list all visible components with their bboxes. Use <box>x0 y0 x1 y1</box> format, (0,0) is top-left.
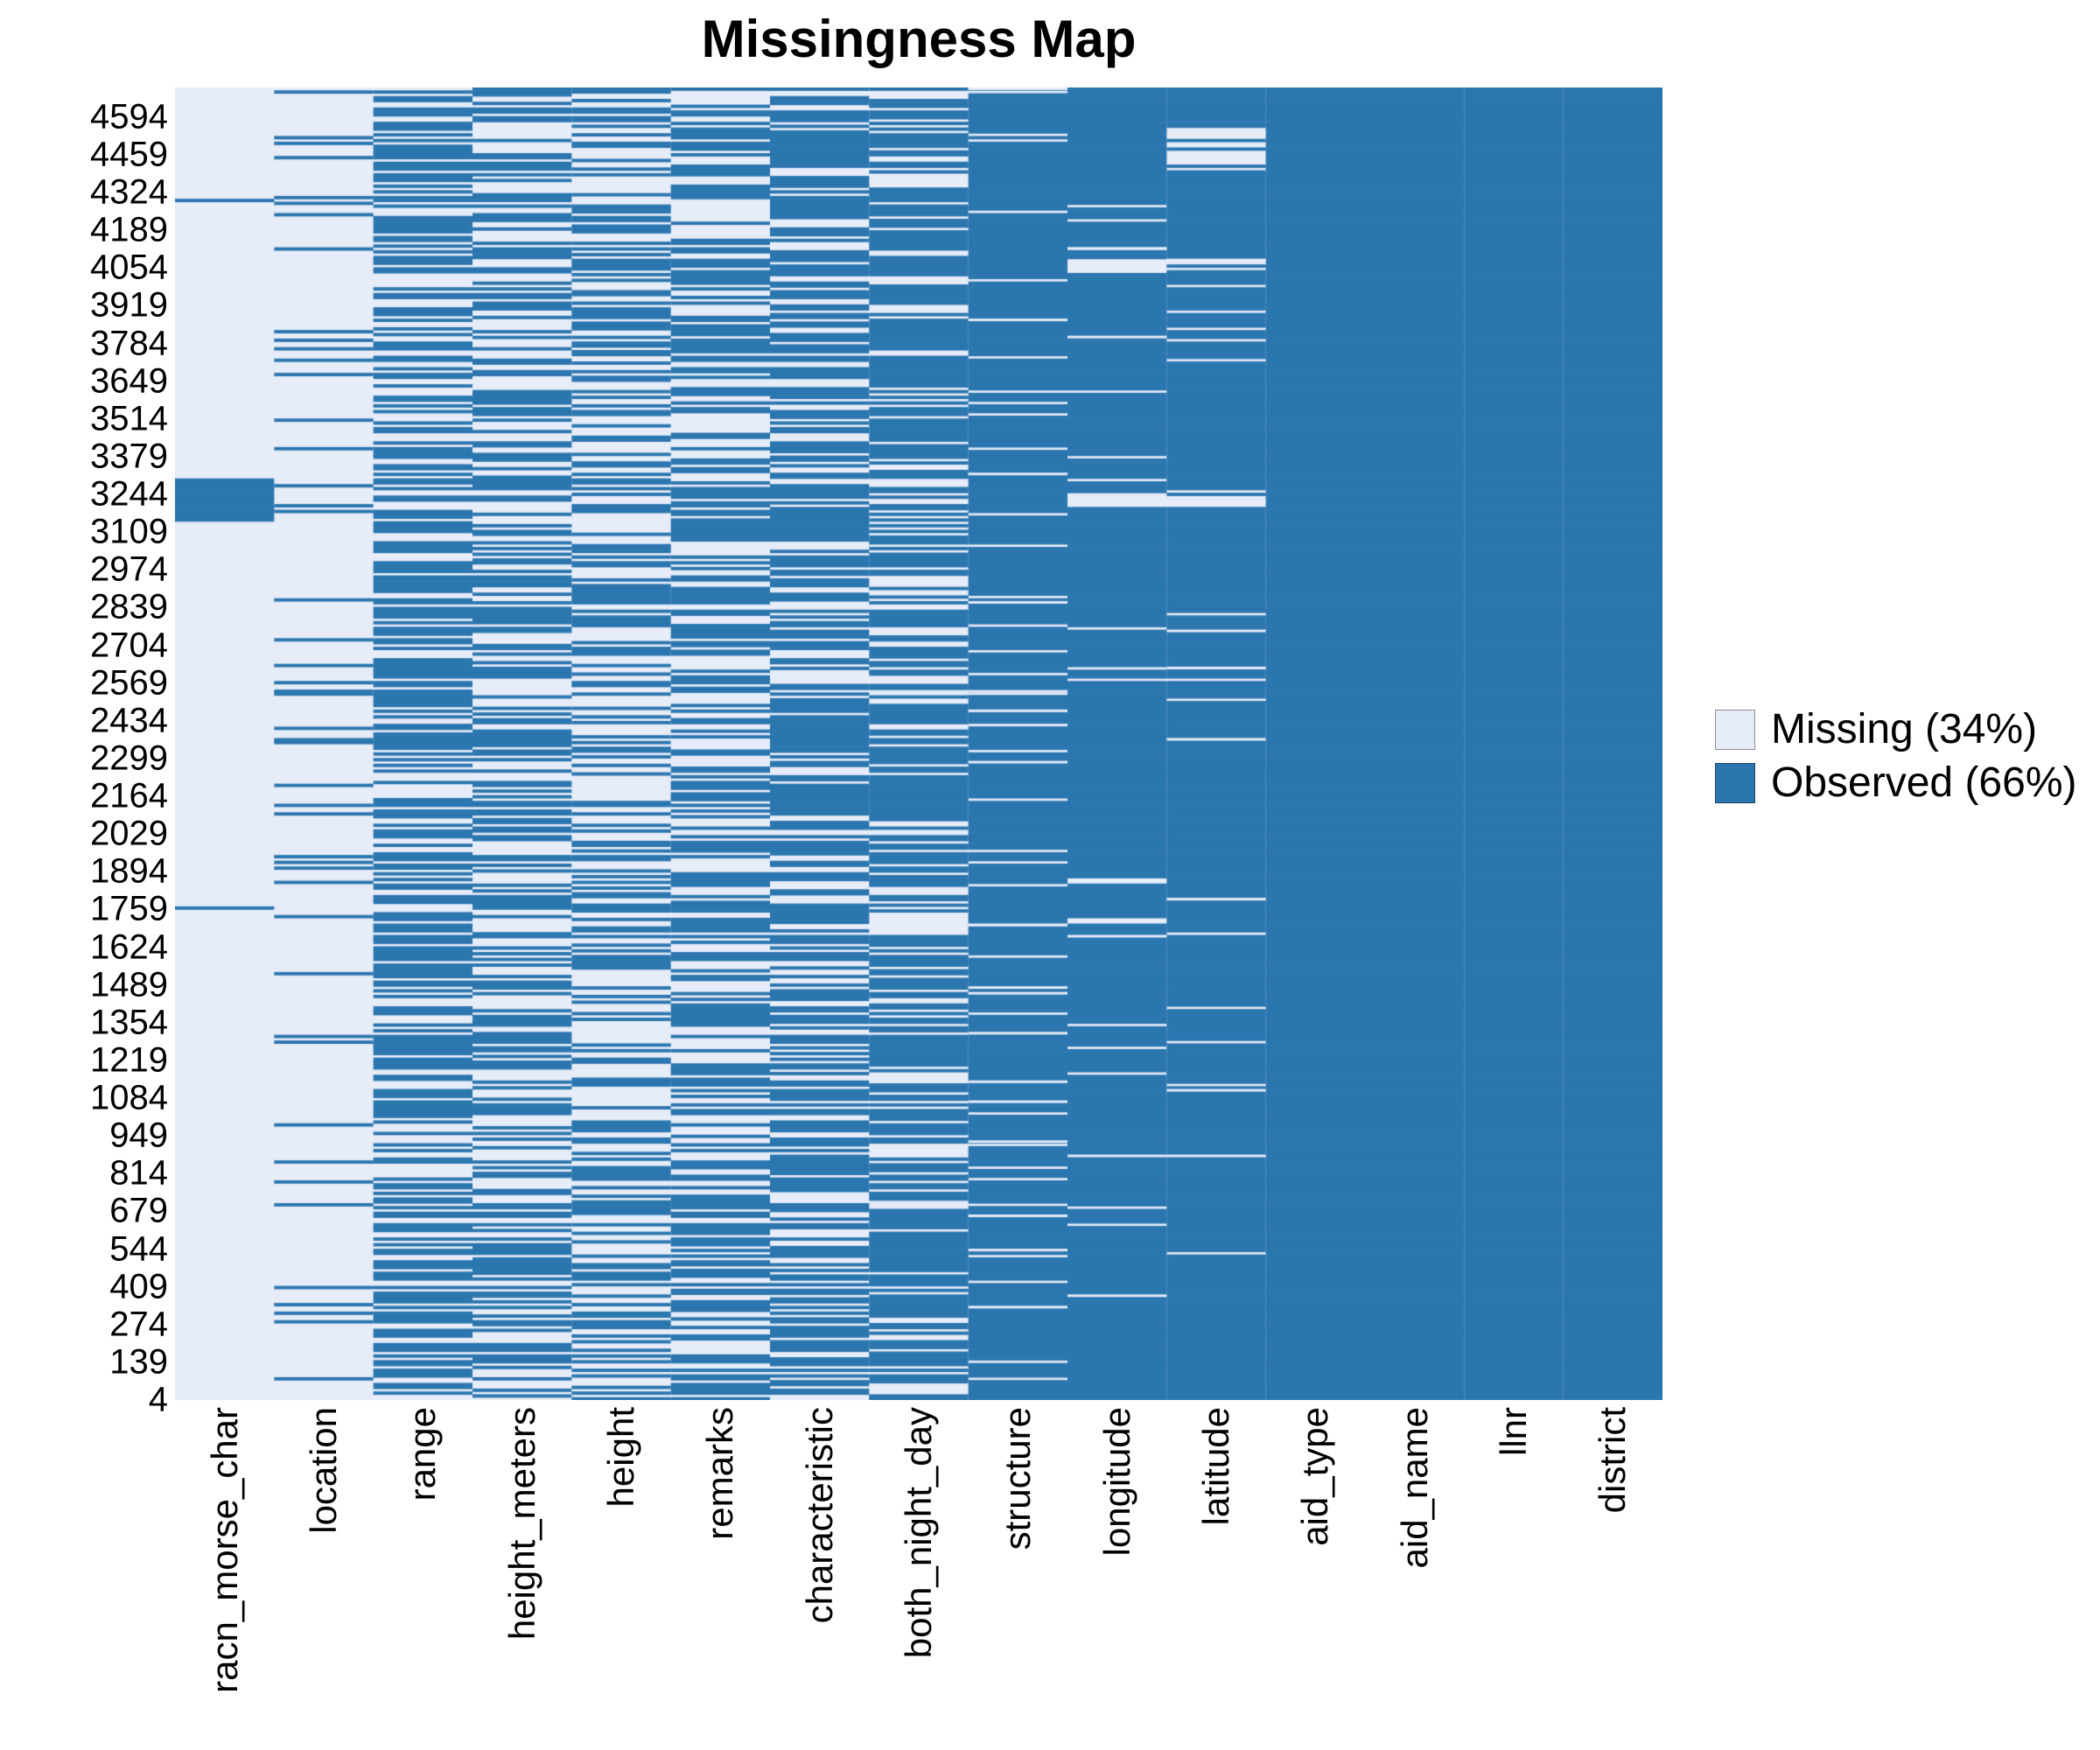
x-tick-label: range <box>402 1407 444 1501</box>
y-tick-label: 949 <box>109 1116 168 1156</box>
y-tick-label: 1084 <box>90 1079 168 1118</box>
x-tick-label: remarks <box>699 1407 741 1540</box>
y-tick-label: 3649 <box>90 361 168 401</box>
y-tick-label: 4 <box>149 1381 168 1420</box>
x-axis: racn_morse_char location range height_meter… <box>175 1400 1662 1732</box>
y-tick-label: 139 <box>109 1342 168 1382</box>
y-tick-label: 4054 <box>90 248 168 288</box>
heatmap-canvas <box>175 88 1662 1400</box>
y-tick-label: 1219 <box>90 1040 168 1080</box>
y-tick-label: 3109 <box>90 513 168 552</box>
y-tick-label: 544 <box>109 1229 168 1269</box>
y-tick-label: 3784 <box>90 324 168 363</box>
x-tick-label: racn_morse_char <box>204 1407 246 1693</box>
x-tick-label: both_night_day <box>898 1407 940 1658</box>
x-tick-label: height <box>600 1407 642 1507</box>
y-tick-label: 2164 <box>90 777 168 816</box>
y-tick-label: 3919 <box>90 286 168 326</box>
y-tick-label: 4189 <box>90 211 168 250</box>
y-tick-label: 409 <box>109 1267 168 1306</box>
legend-swatch <box>1715 710 1755 750</box>
x-tick-label: characteristic <box>799 1407 841 1623</box>
y-tick-label: 1759 <box>90 890 168 929</box>
x-tick-label: district <box>1592 1407 1634 1513</box>
legend-label: Observed (66%) <box>1771 759 2076 807</box>
y-tick-label: 4324 <box>90 173 168 213</box>
y-tick-label: 2569 <box>90 663 168 703</box>
y-tick-label: 1624 <box>90 928 168 967</box>
legend-label: Missing (34%) <box>1771 705 2037 753</box>
y-tick-label: 3514 <box>90 399 168 438</box>
legend-item: Observed (66%) <box>1715 759 2082 807</box>
y-tick-label: 1894 <box>90 852 168 892</box>
y-tick-label: 1489 <box>90 965 168 1004</box>
y-tick-label: 814 <box>109 1154 168 1194</box>
x-tick-label: location <box>303 1407 345 1534</box>
y-tick-label: 679 <box>109 1192 168 1231</box>
x-tick-label: aid_type <box>1294 1407 1336 1546</box>
y-tick-label: 4594 <box>90 97 168 136</box>
y-tick-label: 4459 <box>90 135 168 174</box>
y-tick-label: 3244 <box>90 475 168 514</box>
chart-title: Missingness Map <box>175 9 1662 69</box>
x-tick-label: llnr <box>1493 1407 1535 1456</box>
x-tick-label: height_meters <box>501 1407 543 1640</box>
y-tick-label: 2839 <box>90 588 168 627</box>
y-tick-label: 2299 <box>90 738 168 778</box>
y-tick-label: 2704 <box>90 626 168 665</box>
x-tick-label: latitude <box>1195 1407 1237 1525</box>
y-tick-label: 2434 <box>90 701 168 740</box>
legend-swatch <box>1715 763 1755 803</box>
chart-wrapper: Missingness Map 413927440954467981494910… <box>0 0 2100 1750</box>
y-axis: 4139274409544679814949108412191354148916… <box>0 88 175 1400</box>
heatmap-plot-area <box>175 88 1662 1400</box>
y-tick-label: 274 <box>109 1305 168 1344</box>
legend-item: Missing (34%) <box>1715 705 2082 753</box>
y-tick-label: 2974 <box>90 550 168 590</box>
x-tick-label: structure <box>997 1407 1039 1550</box>
y-tick-label: 2029 <box>90 815 168 854</box>
x-tick-label: aid_name <box>1394 1407 1436 1568</box>
y-tick-label: 1354 <box>90 1003 168 1042</box>
y-tick-label: 3379 <box>90 437 168 476</box>
x-tick-label: longitude <box>1096 1407 1138 1556</box>
legend: Missing (34%) Observed (66%) <box>1715 700 2082 875</box>
